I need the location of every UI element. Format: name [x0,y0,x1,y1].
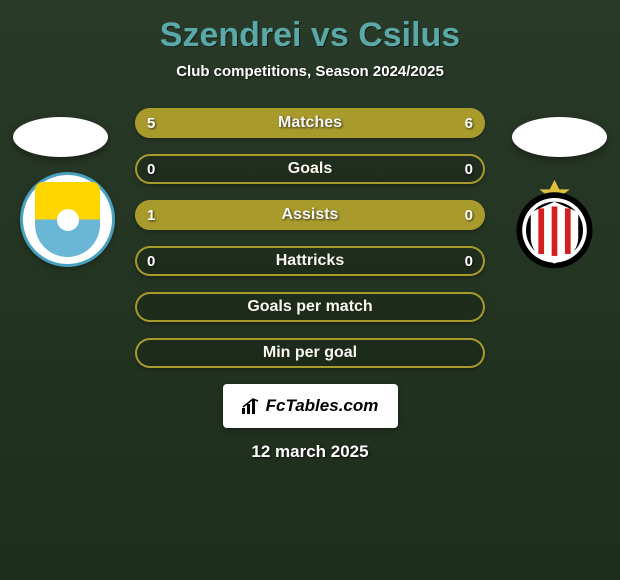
stat-label: Min per goal [135,338,485,368]
stat-value-left: 5 [147,108,155,138]
stat-value-right: 6 [465,108,473,138]
crest-left-shield-icon [35,182,100,257]
stat-value-left: 0 [147,246,155,276]
club-crest-left [20,172,115,267]
date-label: 12 march 2025 [0,442,620,462]
stat-row: 10Assists [135,200,485,230]
source-badge-text: FcTables.com [266,396,379,416]
stat-label: Goals [135,154,485,184]
stat-row: Min per goal [135,338,485,368]
bar-fill-right [293,108,486,138]
stat-value-left: 0 [147,154,155,184]
source-badge: FcTables.com [223,384,398,428]
stat-label: Hattricks [135,246,485,276]
player-left-avatar [13,117,108,157]
page-title: Szendrei vs Csilus [0,16,620,55]
stat-row: 0 0Hattricks [135,246,485,276]
club-crest-right [507,178,602,273]
stat-row: 0 0Goals [135,154,485,184]
stats-bars: 56Matches00Goals10Assists00HattricksGoal… [135,108,485,368]
stat-value-left: 1 [147,200,155,230]
chart-icon [242,398,260,414]
player-right-avatar [512,117,607,157]
stat-label: Goals per match [135,292,485,322]
stat-row: 56Matches [135,108,485,138]
subtitle: Club competitions, Season 2024/2025 [0,63,620,80]
stat-value-right: 0 [465,200,473,230]
stat-row: Goals per match [135,292,485,322]
crest-right-shield-icon [507,178,602,273]
bar-fill-full [135,200,485,230]
comparison-card: Szendrei vs Csilus Club competitions, Se… [0,0,620,462]
stat-value-right: 0 [465,154,473,184]
stat-value-right: 0 [465,246,473,276]
bar-fill-left [135,108,293,138]
